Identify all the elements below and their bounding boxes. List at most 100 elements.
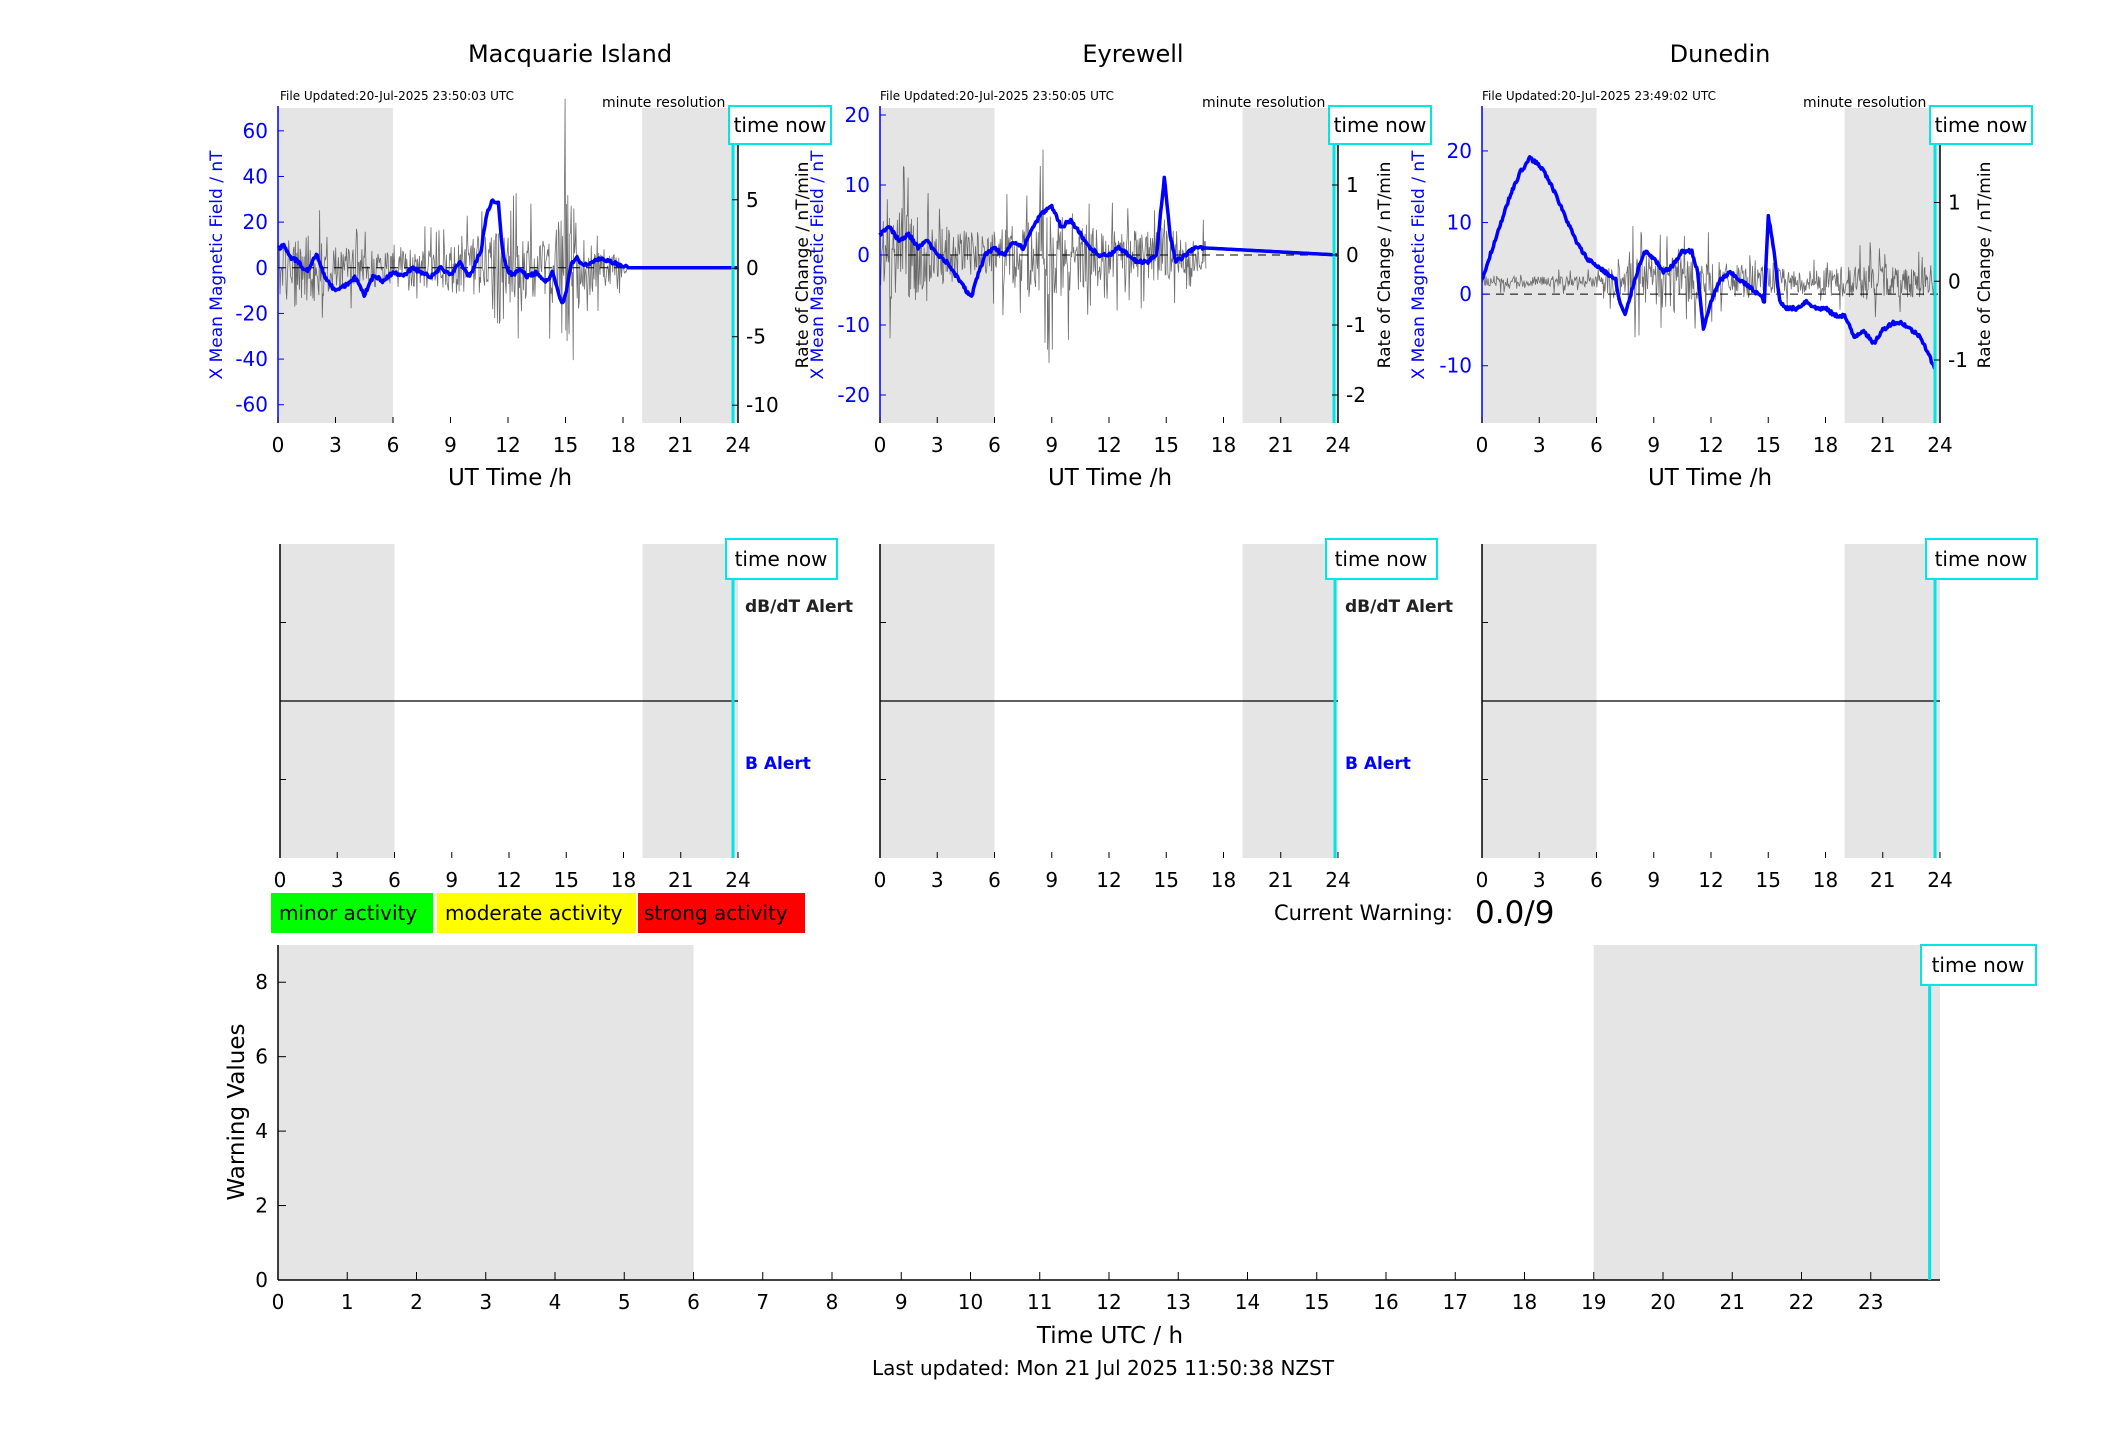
y-left-tick-label: 10 [845, 173, 870, 197]
panel-eyrewell: Eyrewell File Updated:20-Jul-2025 23:50:… [808, 40, 1432, 491]
resolution-label: minute resolution [1803, 95, 1926, 111]
x-tick-label: 9 [1647, 868, 1660, 892]
x-tick-label: 3 [931, 868, 944, 892]
night-band-0 [278, 945, 694, 1280]
time-now-box [725, 538, 838, 580]
y-left-tick-label: -60 [235, 393, 268, 417]
x-tick-label: 18 [1813, 433, 1838, 457]
axes-frame [879, 544, 1338, 858]
night-band-1 [1593, 945, 1940, 1280]
rate-of-change-line [879, 149, 1207, 363]
chart-title: Dunedin [1670, 40, 1771, 68]
x-tick-label: 18 [611, 868, 636, 892]
rate-of-change-line [277, 98, 629, 361]
time-now-label: time now [735, 547, 828, 571]
y-left-axis-label: X Mean Magnetic Field / nT [207, 150, 227, 380]
time-now-marker: time now [1920, 944, 2037, 986]
time-now-box [1325, 538, 1438, 580]
y-left-tick-label: -40 [235, 347, 268, 371]
y-left-tick-label: 20 [845, 103, 870, 127]
axis-ticks: 0 3 6 9 12 15 18 21 24 [1476, 622, 1953, 892]
y-left-tick-label: 60 [243, 119, 268, 143]
b-alert-label: B Alert [745, 754, 811, 774]
dbdt-alert-label: dB/dT Alert [1345, 597, 1453, 617]
resolution-label: minute resolution [1202, 95, 1325, 111]
legend-minor-label: minor activity [279, 901, 417, 925]
x-tick-label: 15 [1756, 433, 1781, 457]
x-tick-label: 16 [1373, 1290, 1398, 1314]
x-tick-label: 21 [1870, 868, 1895, 892]
time-now-box [1925, 538, 2038, 580]
x-tick-label: 6 [687, 1290, 700, 1314]
time-now-box [728, 105, 832, 145]
x-tick-label: 12 [1698, 433, 1723, 457]
time-now-label: time now [1935, 547, 2028, 571]
night-band-1 [1242, 108, 1338, 423]
x-tick-label: 1 [341, 1290, 354, 1314]
x-tick-label: 12 [496, 868, 521, 892]
x-tick-label: 21 [1268, 868, 1293, 892]
x-tick-label: 24 [725, 868, 750, 892]
y-left-tick-label: 0 [857, 243, 870, 267]
legend-strong-label: strong activity [644, 901, 788, 925]
x-tick-label: 9 [1045, 868, 1058, 892]
warning-values-chart: 0 1 2 3 4 5 6 7 8 9 10 11 12 13 14 15 16 17 18 19 20 21 22 2302… [224, 944, 2037, 1349]
x-tick-label: 12 [1096, 433, 1121, 457]
y-right-tick-label: -10 [746, 393, 779, 417]
y-right-tick-label: -1 [1346, 313, 1366, 337]
y-tick-label: 0 [255, 1268, 268, 1292]
x-tick-label: 0 [874, 868, 887, 892]
night-band-1 [642, 108, 738, 423]
y-left-tick-label: -20 [837, 383, 870, 407]
x-tick-label: 18 [610, 433, 635, 457]
night-shading [278, 945, 1940, 1280]
x-tick-label: 14 [1235, 1290, 1260, 1314]
x-tick-label: 3 [331, 868, 344, 892]
x-tick-label: 0 [1476, 433, 1489, 457]
y-left-tick-label: 0 [255, 256, 268, 280]
x-tick-label: 24 [1325, 433, 1350, 457]
magnetic-field-line [276, 198, 738, 305]
x-tick-label: 24 [725, 433, 750, 457]
x-tick-label: 12 [495, 433, 520, 457]
x-tick-label: 15 [1756, 868, 1781, 892]
y-right-tick-label: 1 [1948, 191, 1961, 215]
x-tick-label: 8 [826, 1290, 839, 1314]
x-axis-label: Time UTC / h [1036, 1323, 1183, 1349]
x-tick-label: 18 [1512, 1290, 1537, 1314]
y-right-tick-label: -5 [746, 325, 766, 349]
x-tick-label: 6 [387, 433, 400, 457]
rate-of-change-series [1481, 226, 1940, 338]
y-right-tick-label: 5 [746, 188, 759, 212]
chart-title: Macquarie Island [468, 40, 672, 68]
time-now-box [1920, 944, 2037, 986]
legend-moderate-label: moderate activity [445, 901, 623, 925]
magnetic-field-series [276, 198, 738, 305]
activity-legend: minor activity moderate activity strong … [271, 893, 805, 933]
magnetic-field-series [878, 175, 1338, 298]
time-now-marker: time now [1328, 105, 1432, 145]
x-tick-label: 12 [1096, 868, 1121, 892]
x-tick-label: 13 [1166, 1290, 1191, 1314]
b-alert-label: B Alert [1345, 754, 1411, 774]
x-tick-label: 18 [1211, 868, 1236, 892]
file-updated-label: File Updated:20-Jul-2025 23:49:02 UTC [1482, 89, 1716, 103]
x-tick-label: 6 [988, 868, 1001, 892]
time-now-marker: time now [1929, 105, 2033, 145]
alert-panel-eyrewell: 0 3 6 9 12 15 18 21 24 dB/dT Alert B Alert time … [874, 538, 1453, 892]
x-tick-label: 2 [410, 1290, 423, 1314]
y-left-tick-label: 20 [243, 210, 268, 234]
magnetic-field-line [1480, 155, 1937, 371]
x-tick-label: 21 [668, 433, 693, 457]
time-now-box [1328, 105, 1432, 145]
night-band-0 [1482, 108, 1597, 423]
x-tick-label: 4 [549, 1290, 562, 1314]
y-left-tick-label: -10 [1439, 354, 1472, 378]
x-tick-label: 11 [1027, 1290, 1052, 1314]
x-tick-label: 6 [988, 433, 1001, 457]
x-tick-label: 22 [1789, 1290, 1814, 1314]
x-tick-label: 0 [274, 868, 287, 892]
x-tick-label: 3 [1533, 868, 1546, 892]
y-right-axis-label: Rate of Change / nT/min [793, 162, 813, 369]
